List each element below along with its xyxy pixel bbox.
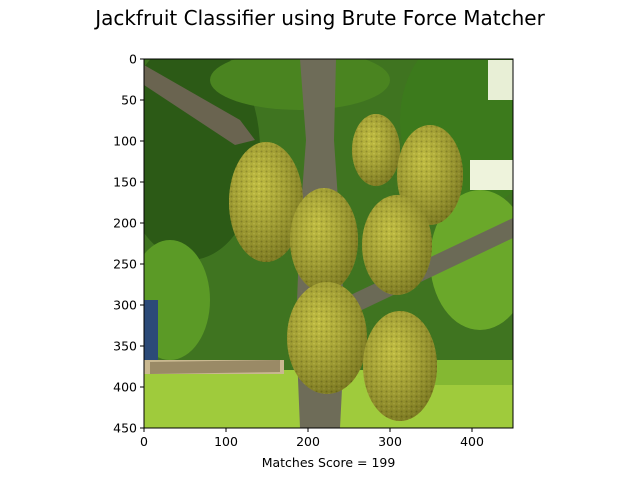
- score-prefix: Matches Score =: [261, 455, 372, 470]
- y-tick-label: 150: [113, 175, 137, 190]
- matches-score-label: Matches Score = 199: [144, 455, 513, 470]
- axes-frame: [143, 58, 514, 429]
- x-tick-label: 400: [460, 434, 484, 449]
- y-tick-label: 450: [113, 421, 137, 436]
- y-tick-label: 50: [121, 93, 137, 108]
- figure-title: Jackfruit Classifier using Brute Force M…: [95, 6, 545, 30]
- y-tick-label: 100: [113, 134, 137, 149]
- y-axis: 0 50 100 150 200 250 300 350 400 450: [113, 52, 144, 436]
- y-tick-label: 0: [129, 52, 137, 67]
- y-tick-label: 250: [113, 257, 137, 272]
- x-tick-label: 200: [296, 434, 320, 449]
- y-tick-label: 400: [113, 380, 137, 395]
- jackfruit-photo: [144, 59, 513, 428]
- score-value: 199: [371, 455, 396, 470]
- x-tick-label: 300: [378, 434, 402, 449]
- y-tick-label: 200: [113, 216, 137, 231]
- x-axis: 0 100 200 300 400: [140, 428, 484, 449]
- jackfruit-shapes: [229, 114, 463, 421]
- y-tick-label: 350: [113, 339, 137, 354]
- x-tick-label: 0: [140, 434, 148, 449]
- y-tick-label: 300: [113, 298, 137, 313]
- x-tick-label: 100: [214, 434, 238, 449]
